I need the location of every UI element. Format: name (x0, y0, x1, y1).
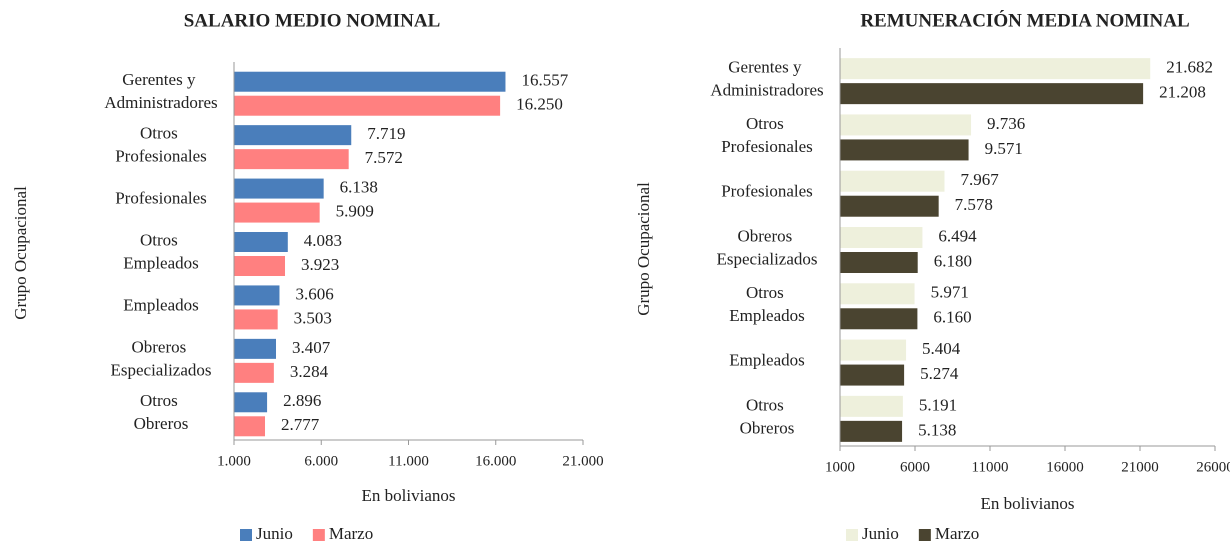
legend-swatch (846, 529, 858, 541)
bar (234, 178, 324, 199)
x-tick-label: 26000 (1196, 459, 1230, 475)
x-tick-label: 1000 (825, 459, 855, 475)
x-tick-label: 6.000 (304, 453, 338, 469)
value-label: 7.572 (365, 148, 403, 167)
category-label: Profesionales (721, 182, 813, 201)
value-label: 7.578 (955, 195, 993, 214)
y-axis-title: Grupo Ocupacional (634, 182, 653, 316)
category-label: Otros Obreros (134, 391, 189, 433)
value-label: 5.971 (931, 283, 969, 302)
value-label: 2.896 (283, 391, 321, 410)
bar (234, 338, 277, 359)
bar (234, 95, 501, 116)
category-label: Empleados (123, 295, 199, 314)
value-label: 5.274 (920, 364, 959, 383)
value-label: 7.719 (367, 124, 405, 143)
bar (234, 256, 286, 276)
legend-swatch (312, 529, 325, 541)
value-label: 3.407 (292, 338, 331, 357)
legend-label: Junio (862, 524, 899, 543)
legend-label: Junio (256, 524, 293, 543)
value-label: 5.191 (919, 395, 957, 414)
x-tick-label: 6000 (900, 459, 930, 475)
legend-swatch (918, 529, 931, 541)
value-label: 5.404 (922, 339, 961, 358)
category-label: Obreros Especializados (716, 226, 817, 268)
category-label: Gerentes y Administradores (710, 58, 823, 100)
x-tick-label: 16.000 (475, 453, 516, 469)
value-label: 6.138 (340, 177, 378, 196)
bar (234, 362, 274, 383)
category-label: Obreros Especializados (110, 337, 211, 379)
bar (234, 285, 280, 306)
bar (840, 195, 939, 217)
bar (234, 392, 268, 413)
y-axis-title: Grupo Ocupacional (11, 186, 30, 320)
x-tick-label: 21000 (1121, 459, 1159, 475)
value-label: 6.180 (934, 251, 972, 270)
chart-title: SALARIO MEDIO NOMINAL (184, 10, 441, 31)
x-tick-label: 1.000 (217, 453, 251, 469)
bar (840, 227, 923, 248)
value-label: 7.967 (961, 170, 1000, 189)
value-label: 5.909 (336, 201, 374, 220)
bar (840, 308, 918, 330)
x-tick-label: 21.000 (562, 453, 603, 469)
bar (234, 149, 349, 170)
category-label: Empleados (729, 350, 805, 369)
bar (234, 309, 278, 330)
category-label: Otros Empleados (123, 230, 199, 272)
bar (234, 71, 506, 92)
category-label: Gerentes y Administradores (104, 70, 217, 112)
x-tick-label: 11000 (972, 459, 1009, 475)
bar (840, 139, 969, 161)
bar (840, 283, 915, 305)
legend-swatch (240, 529, 252, 541)
bar (840, 395, 903, 417)
value-label: 9.736 (987, 114, 1025, 133)
value-label: 6.160 (933, 308, 971, 327)
bar (840, 420, 903, 442)
bar (840, 339, 907, 361)
value-label: 16.557 (521, 71, 568, 90)
value-label: 4.083 (304, 231, 342, 250)
value-label: 3.923 (301, 255, 339, 274)
bar (840, 252, 918, 273)
value-label: 2.777 (281, 415, 320, 434)
value-label: 5.138 (918, 420, 956, 439)
bar (840, 114, 972, 136)
bar (234, 416, 266, 437)
bar (234, 202, 320, 223)
category-label: Otros Profesionales (721, 114, 813, 156)
category-label: Otros Obreros (740, 395, 795, 437)
category-label: Profesionales (115, 188, 207, 207)
bar (234, 125, 352, 146)
bar (840, 170, 945, 192)
value-label: 3.284 (290, 362, 329, 381)
value-label: 16.250 (516, 95, 563, 114)
value-label: 6.494 (938, 226, 977, 245)
value-label: 21.208 (1159, 83, 1206, 102)
x-axis-title: En bolivianos (362, 486, 456, 505)
x-axis-title: En bolivianos (981, 494, 1075, 513)
category-label: Otros Profesionales (115, 124, 207, 166)
legend-label: Marzo (935, 524, 979, 543)
category-label: Otros Empleados (729, 283, 805, 325)
bar (840, 364, 905, 386)
value-label: 21.682 (1166, 58, 1213, 77)
x-tick-label: 11.000 (388, 453, 429, 469)
bar (840, 83, 1144, 105)
value-label: 3.503 (294, 308, 332, 327)
x-tick-label: 16000 (1046, 459, 1084, 475)
value-label: 3.606 (295, 284, 333, 303)
value-label: 9.571 (985, 139, 1023, 158)
legend-label: Marzo (329, 524, 373, 543)
bar (840, 58, 1151, 80)
chart-title: REMUNERACIÓN MEDIA NOMINAL (860, 9, 1189, 31)
bar (234, 232, 288, 252)
